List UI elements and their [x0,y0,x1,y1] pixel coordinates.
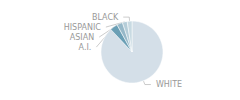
svg-text:ASIAN: ASIAN [70,33,94,42]
svg-text:HISPANIC: HISPANIC [64,23,102,32]
svg-text:BLACK: BLACK [92,13,119,22]
svg-text:WHITE: WHITE [156,80,182,89]
svg-text:A.I.: A.I. [79,43,92,52]
